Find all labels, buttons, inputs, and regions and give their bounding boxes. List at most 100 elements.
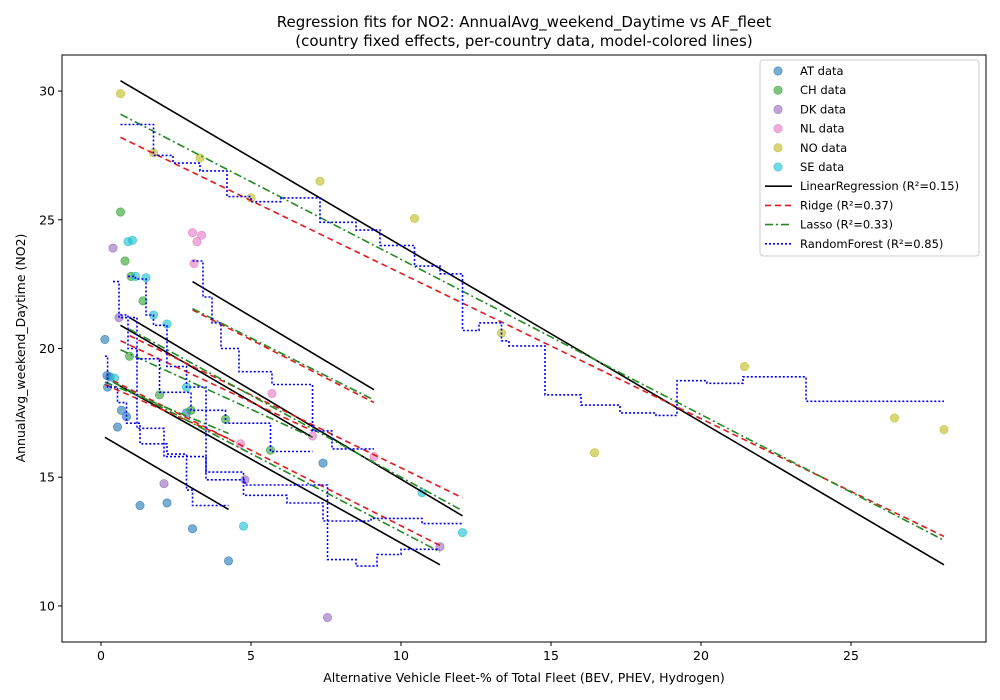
fit-line — [120, 324, 313, 439]
legend-label: SE data — [800, 160, 844, 174]
legend-label: CH data — [800, 83, 846, 97]
x-tick-label: 15 — [543, 648, 559, 663]
legend-marker — [773, 104, 783, 114]
scatter-series-dk — [108, 243, 445, 623]
data-point — [159, 479, 169, 489]
fit-line — [192, 280, 375, 391]
fit-line — [112, 381, 441, 566]
legend-marker — [773, 85, 783, 95]
x-tick-label: 0 — [97, 648, 105, 663]
data-point — [589, 448, 599, 458]
x-axis-label: Alternative Vehicle Fleet-% of Total Fle… — [323, 670, 725, 685]
legend-entry: NO data — [773, 141, 847, 155]
legend-entry: NL data — [773, 122, 845, 136]
data-point — [188, 228, 198, 238]
step-line — [120, 123, 944, 417]
y-tick-label: 25 — [39, 212, 55, 227]
legend-entry: DK data — [773, 102, 846, 116]
data-point — [739, 362, 749, 372]
axes: 0 5 10 15 20 25 10 15 20 25 30 — [39, 54, 987, 663]
plot-area — [100, 80, 949, 623]
data-point — [189, 259, 199, 269]
legend-marker — [773, 143, 783, 153]
fit-line — [104, 436, 229, 511]
data-point — [239, 521, 249, 531]
legend: AT data CH data DK data NL data NO data SE da… — [759, 59, 980, 257]
data-point — [141, 273, 151, 283]
step-line — [120, 314, 313, 453]
fit-line — [129, 334, 463, 499]
legend-entry: SE data — [773, 160, 844, 174]
fit-line — [120, 340, 313, 432]
data-point — [369, 452, 379, 462]
fit-line — [129, 328, 463, 512]
legend-marker — [773, 124, 783, 134]
data-point — [322, 613, 332, 623]
step-line — [192, 260, 374, 450]
data-point — [192, 237, 202, 247]
x-tick-label: 20 — [693, 648, 709, 663]
data-point — [939, 425, 949, 435]
fit-line — [112, 381, 441, 553]
fit-line — [104, 383, 229, 440]
data-point — [128, 235, 138, 245]
data-point — [116, 89, 126, 99]
legend-box — [759, 59, 980, 257]
data-point — [155, 390, 165, 400]
legend-entry: Lasso (R²=0.33) — [765, 218, 893, 232]
fit-line — [120, 349, 313, 439]
data-point — [195, 153, 205, 163]
fit-line — [120, 80, 945, 566]
x-tick-label: 5 — [247, 648, 255, 663]
x-tick-label: 10 — [393, 648, 409, 663]
data-point — [116, 405, 126, 415]
legend-marker — [773, 66, 783, 76]
y-tick-label: 10 — [39, 598, 55, 613]
step-line — [128, 275, 463, 525]
fit-line — [192, 307, 375, 401]
legend-entry: CH data — [773, 83, 846, 97]
step-line — [104, 355, 229, 507]
legend-entry: RandomForest (R²=0.85) — [765, 237, 943, 251]
step-lines-randomforest — [104, 123, 944, 567]
data-point — [162, 319, 172, 329]
legend-entry: Ridge (R²=0.37) — [765, 198, 893, 212]
data-point — [116, 207, 126, 217]
data-point — [889, 413, 899, 423]
chart-subtitle: (country fixed effects, per-country data… — [295, 32, 752, 50]
y-tick-label: 30 — [39, 84, 55, 99]
data-point — [138, 296, 148, 306]
fit-line — [104, 381, 229, 435]
data-point — [267, 389, 277, 399]
data-point — [113, 422, 123, 432]
data-point — [409, 213, 419, 223]
fit-line — [192, 309, 375, 404]
legend-marker — [773, 162, 783, 172]
legend-label: LinearRegression (R²=0.15) — [800, 179, 959, 193]
scatter-series-nl — [188, 228, 379, 462]
data-point — [188, 524, 198, 534]
legend-label: AT data — [800, 64, 844, 78]
x-tick-label: 25 — [843, 648, 859, 663]
data-point — [108, 243, 118, 253]
legend-entry: AT data — [773, 64, 844, 78]
data-point — [120, 256, 130, 266]
fit-line — [120, 113, 945, 542]
data-point — [457, 528, 467, 538]
y-tick-label: 15 — [39, 470, 55, 485]
plot-clip-group — [100, 80, 949, 623]
data-point — [307, 431, 317, 441]
scatter-series-no — [116, 89, 949, 458]
scatter-series-at — [100, 334, 328, 566]
data-point — [318, 458, 328, 468]
chart-title: Regression fits for NO2: AnnualAvg_weeke… — [277, 13, 772, 32]
y-axis-label: AnnualAvg_weekend_Daytime (NO2) — [13, 234, 28, 463]
fit-lines-lasso — [104, 113, 945, 553]
legend-entry: LinearRegression (R²=0.15) — [765, 179, 959, 193]
data-point — [315, 176, 325, 186]
legend-label: RandomForest (R²=0.85) — [800, 237, 943, 251]
legend-label: Lasso (R²=0.33) — [800, 218, 893, 232]
legend-label: NL data — [800, 122, 845, 136]
data-point — [197, 230, 207, 240]
